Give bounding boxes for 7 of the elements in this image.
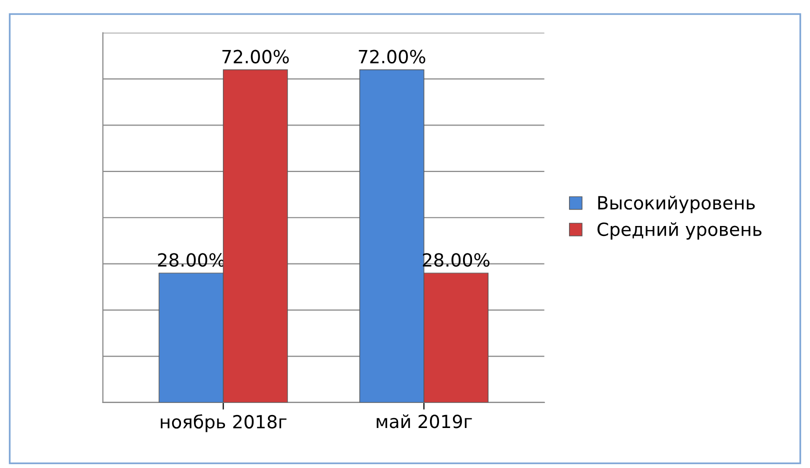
- legend-label: Средний уровень: [597, 222, 762, 240]
- data-label: 72.00%: [358, 50, 426, 64]
- data-label: 28.00%: [158, 253, 225, 267]
- x-tick-label: май 2019г: [376, 414, 472, 428]
- x-tick-label: ноябрь 2018г: [160, 414, 286, 432]
- data-label: 72.00%: [222, 50, 289, 64]
- legend-label: Высокийуровень: [598, 196, 755, 214]
